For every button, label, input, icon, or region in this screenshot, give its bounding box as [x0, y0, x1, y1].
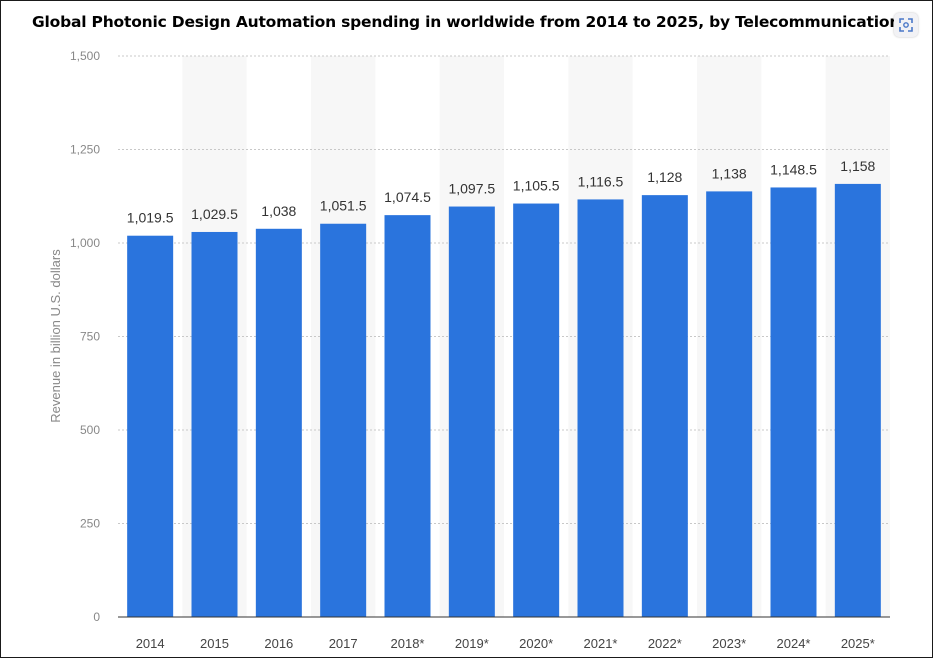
y-tick-label: 1,500: [70, 49, 100, 63]
data-label: 1,138: [712, 165, 747, 181]
data-label: 1,097.5: [448, 181, 495, 197]
y-axis-ticks: 0 250 500 750 1,000 1,250 1,500: [70, 49, 100, 624]
y-tick-label: 0: [93, 610, 100, 624]
bar[interactable]: [834, 183, 881, 617]
x-tick-label: 2020*: [519, 636, 553, 651]
expand-button[interactable]: [894, 13, 918, 37]
data-label: 1,148.5: [770, 161, 817, 177]
x-tick-label: 2015: [200, 636, 229, 651]
x-tick-label: 2023*: [712, 636, 746, 651]
x-tick-label: 2024*: [777, 636, 811, 651]
data-label: 1,019.5: [127, 210, 174, 226]
data-label: 1,116.5: [578, 173, 624, 189]
gridlines: [118, 55, 890, 524]
bar[interactable]: [320, 223, 367, 617]
y-tick-label: 250: [80, 517, 100, 531]
bar[interactable]: [448, 206, 495, 617]
bar[interactable]: [641, 195, 688, 618]
x-tick-label: 2016: [264, 636, 293, 651]
bars: [127, 183, 881, 618]
y-tick-label: 1,250: [70, 143, 100, 157]
data-label: 1,038: [261, 203, 296, 219]
data-label: 1,051.5: [320, 198, 367, 214]
bar[interactable]: [577, 199, 624, 617]
x-tick-label: 2021*: [584, 636, 618, 651]
x-tick-label: 2017: [329, 636, 358, 651]
data-label: 1,128: [647, 169, 682, 185]
chart-title: Global Photonic Design Automation spendi…: [32, 13, 910, 31]
x-tick-label: 2018*: [391, 636, 425, 651]
bar[interactable]: [770, 187, 817, 617]
bar[interactable]: [706, 191, 753, 617]
y-axis-title: Revenue in billion U.S. dollars: [48, 249, 63, 423]
x-tick-label: 2022*: [648, 636, 682, 651]
bar[interactable]: [255, 228, 302, 617]
data-label: 1,074.5: [384, 189, 431, 205]
data-label: 1,158: [840, 158, 875, 174]
data-labels: 1,019.5 1,029.5 1,038 1,051.5 1,074.5 1,097.5…: [127, 158, 876, 226]
bar[interactable]: [127, 235, 174, 617]
bar[interactable]: [513, 203, 560, 617]
expand-icon: [899, 18, 913, 32]
data-label: 1,105.5: [513, 178, 560, 194]
y-tick-label: 1,000: [70, 236, 100, 250]
x-tick-label: 2025*: [841, 636, 875, 651]
x-tick-label: 2019*: [455, 636, 489, 651]
y-tick-label: 500: [80, 423, 100, 437]
bar[interactable]: [384, 215, 431, 617]
bar[interactable]: [191, 231, 238, 618]
x-tick-label: 2014: [136, 636, 165, 651]
x-axis-ticks: 2014 2015 2016 2017 2018* 2019* 2020* 2021* 2022…: [136, 636, 875, 651]
y-tick-label: 750: [80, 330, 100, 344]
data-label: 1,029.5: [191, 206, 238, 222]
